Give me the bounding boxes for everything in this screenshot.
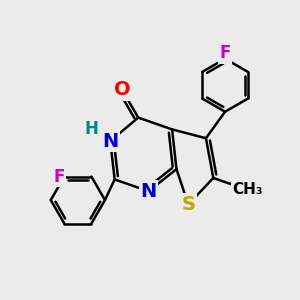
Text: F: F (53, 168, 65, 186)
Text: F: F (219, 44, 231, 62)
Text: N: N (102, 132, 119, 151)
Text: O: O (114, 80, 130, 99)
Text: CH₃: CH₃ (232, 182, 262, 197)
Text: S: S (181, 195, 195, 214)
Text: H: H (84, 120, 98, 138)
Text: N: N (140, 182, 157, 201)
